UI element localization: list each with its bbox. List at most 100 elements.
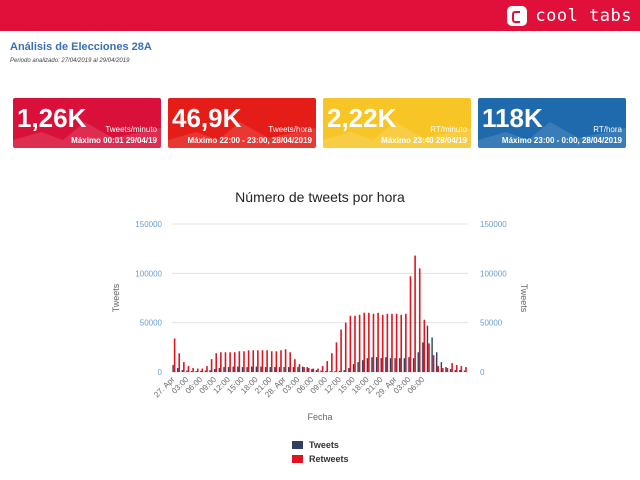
y-tick-label-right: 0 [480, 368, 485, 377]
bar-retweets [298, 364, 301, 372]
bar-tweets [436, 352, 438, 372]
bar-retweets [391, 313, 393, 372]
bar-tweets [371, 357, 373, 372]
bar-tweets [181, 370, 184, 372]
bar-tweets [431, 337, 433, 372]
bar-retweets [307, 368, 310, 372]
legend-item-retweets[interactable]: Retweets [292, 452, 349, 466]
tweets-per-hour-chart: 0 0 50000 50000 100000 100000 150000 150000 Twee… [111, 220, 529, 422]
bar-retweets [428, 343, 430, 372]
bar-tweets [278, 367, 281, 372]
bar-retweets [284, 349, 287, 372]
kpi-value: 1,26K [17, 103, 87, 133]
bar-retweets [368, 312, 370, 372]
chart-legend: Tweets Retweets [292, 438, 349, 466]
bar-retweets [317, 368, 319, 372]
bar-tweets [190, 371, 193, 372]
bar-retweets [192, 368, 194, 372]
bar-retweets [354, 315, 356, 372]
bar-tweets [241, 367, 244, 372]
bar-retweets [451, 363, 453, 372]
y-tick-label-right: 150000 [480, 220, 507, 229]
bar-tweets [214, 369, 216, 372]
bar-retweets [206, 366, 208, 372]
legend-label-tweets: Tweets [309, 440, 339, 450]
bar-retweets [270, 351, 273, 372]
bar-retweets [326, 361, 329, 372]
bar-retweets [409, 276, 412, 372]
bar-retweets [395, 313, 398, 372]
bar-retweets [423, 319, 426, 372]
bar-retweets [358, 314, 361, 372]
bar-tweets [200, 370, 202, 372]
legend-item-tweets[interactable]: Tweets [292, 438, 349, 452]
bar-retweets [349, 315, 352, 372]
kpi-value: 118K [482, 103, 543, 133]
bar-retweets [442, 368, 444, 372]
bar-tweets [288, 367, 290, 372]
bar-retweets [377, 312, 379, 372]
bar-tweets [399, 358, 401, 372]
bar-retweets [243, 351, 245, 372]
cooltabs-logo-icon [507, 6, 528, 26]
x-tick-label: 06:00 [406, 375, 427, 396]
legend-swatch-tweets [292, 441, 303, 449]
bar-retweets [224, 352, 227, 372]
bar-tweets [449, 369, 452, 372]
bar-tweets [186, 370, 188, 372]
kpi-unit: Tweets/minuto [105, 125, 157, 134]
bar-retweets [252, 350, 255, 372]
bar-retweets [386, 313, 389, 372]
y-axis-label-left: Tweets [111, 283, 121, 312]
bar-tweets [329, 371, 332, 372]
bar-tweets [269, 367, 271, 372]
bar-tweets [260, 366, 262, 372]
bar-retweets [455, 365, 458, 372]
kpi-card-tweets-per-minute: 1,26K Tweets/minuto Máximo 00:01 29/04/1… [13, 98, 161, 148]
bar-tweets [283, 367, 285, 372]
kpi-max: Máximo 23:40 28/04/19 [381, 136, 467, 145]
bar-tweets [459, 370, 461, 372]
y-tick-label-left: 0 [158, 368, 163, 377]
bar-tweets [232, 366, 234, 372]
bar-tweets [412, 358, 415, 372]
bar-retweets [215, 353, 218, 372]
bar-tweets [320, 370, 322, 372]
bar-retweets [233, 352, 236, 372]
bar-tweets [209, 370, 211, 372]
y-tick-label-right: 50000 [480, 319, 503, 328]
top-bar: cool tabs [0, 0, 640, 31]
kpi-max: Máximo 00:01 29/04/19 [71, 136, 157, 145]
x-axis-label: Fecha [307, 412, 332, 422]
bar-retweets [238, 351, 241, 372]
bar-tweets [394, 358, 396, 372]
bar-tweets [311, 369, 313, 372]
kpi-card-tweets-per-hour: 46,9K Tweets/hora Máximo 22:00 - 23:00, … [168, 98, 316, 148]
bar-retweets [201, 368, 204, 372]
bar-tweets [172, 365, 174, 372]
y-tick-label-left: 100000 [135, 269, 162, 278]
bar-tweets [408, 357, 410, 372]
kpi-unit: RT/hora [593, 125, 622, 134]
bar-tweets [389, 358, 392, 372]
y-tick-label-right: 100000 [480, 269, 507, 278]
bar-tweets [417, 352, 419, 372]
kpi-card-rt-per-hour: 118K RT/hora Máximo 23:00 - 0:00, 28/04/… [478, 98, 626, 148]
bar-tweets [440, 362, 443, 372]
bar-retweets [312, 368, 315, 372]
bar-tweets [348, 368, 350, 372]
bar-tweets [223, 367, 225, 372]
kpi-value: 46,9K [172, 103, 242, 133]
bar-retweets [196, 368, 199, 372]
bar-tweets [218, 368, 221, 372]
kpi-background-shape [478, 98, 626, 148]
y-axis-label-right: Tweets [519, 284, 529, 313]
brand-name: cool tabs [535, 6, 632, 26]
bar-retweets [335, 342, 338, 372]
kpi-background-shape [323, 98, 471, 148]
bar-tweets [301, 366, 304, 372]
bar-retweets [465, 367, 467, 372]
brand-logo[interactable]: cool tabs [507, 5, 632, 27]
bar-tweets [292, 367, 295, 372]
bar-retweets [275, 351, 278, 372]
